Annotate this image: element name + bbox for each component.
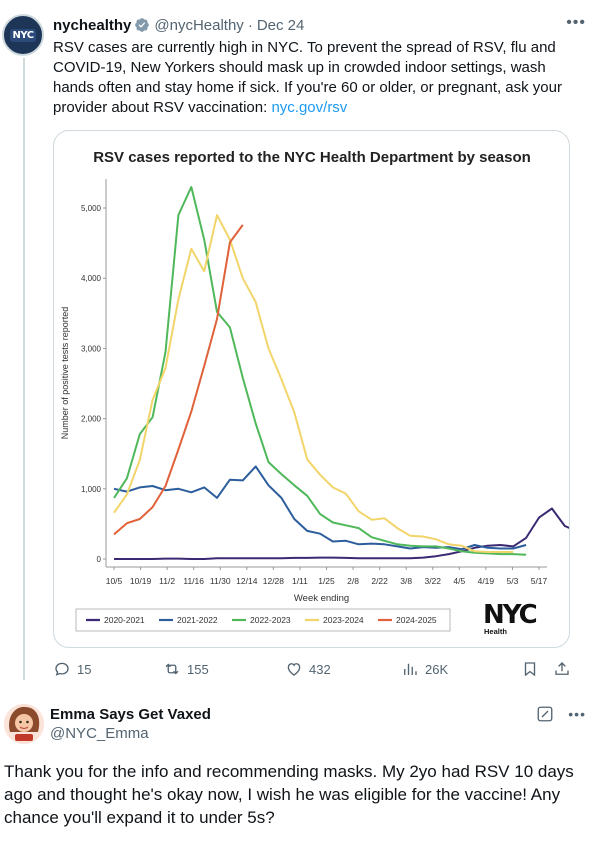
x-tick-label: 12/28 — [263, 576, 285, 586]
author-handle[interactable]: @nycHealthy — [154, 16, 244, 34]
reply-avatar[interactable] — [4, 704, 44, 744]
x-tick-label: 5/17 — [531, 576, 548, 586]
y-axis-label: Number of positive tests reported — [60, 307, 70, 440]
x-tick-label: 11/30 — [210, 576, 231, 586]
legend-label: 2021-2022 — [177, 615, 218, 625]
post-body: RSV cases are currently high in NYC. To … — [53, 39, 562, 116]
reply-author-handle[interactable]: @NYC_Emma — [50, 725, 149, 742]
rsv-link[interactable]: nyc.gov/rsv — [271, 99, 348, 116]
repost-icon — [165, 663, 179, 675]
views-chart-icon — [404, 663, 417, 675]
more-options-icon[interactable]: ••• — [566, 14, 586, 31]
x-tick-label: 2/22 — [371, 576, 388, 586]
x-tick-label: 12/14 — [236, 576, 258, 586]
x-tick-label: 10/19 — [130, 576, 152, 586]
x-tick-label: 1/25 — [318, 576, 335, 586]
like-count: 432 — [309, 661, 331, 677]
x-tick-label: 1/11 — [292, 576, 308, 586]
x-tick-label: 5/3 — [507, 576, 519, 586]
like-button[interactable]: 432 — [285, 660, 331, 678]
series-line-2023-2024 — [113, 214, 514, 553]
y-tick-label: 2,000 — [81, 415, 102, 424]
reply-button[interactable]: 15 — [53, 660, 91, 678]
series-line-2022-2023 — [113, 186, 527, 556]
x-tick-label: 11/2 — [159, 576, 175, 586]
y-tick-label: 1,000 — [81, 485, 102, 494]
post-text: RSV cases are currently high in NYC. To … — [53, 38, 583, 118]
rsv-chart: RSV cases reported to the NYC Health Dep… — [60, 149, 569, 636]
series-line-2024-2025 — [113, 224, 244, 536]
reply-text: Thank you for the info and recommending … — [4, 762, 574, 827]
reply-author-name[interactable]: Emma Says Get Vaxed — [50, 706, 211, 723]
x-tick-label: 4/5 — [453, 576, 465, 586]
x-tick-label: 3/8 — [400, 576, 412, 586]
share-button[interactable] — [553, 660, 571, 678]
nyc-health-logo: NYC — [483, 600, 537, 630]
nyc-health-logo-sub: Health — [484, 627, 507, 636]
chart-title: RSV cases reported to the NYC Health Dep… — [93, 149, 531, 166]
x-tick-label: 10/5 — [106, 576, 123, 586]
bookmark-icon — [524, 662, 536, 677]
y-tick-label: 3,000 — [81, 344, 102, 353]
post-actions: 15 155 432 26K — [53, 660, 583, 682]
legend-label: 2020-2021 — [104, 615, 145, 625]
x-tick-label: 3/22 — [424, 576, 441, 586]
x-tick-label: 4/19 — [478, 576, 495, 586]
more-options-icon[interactable]: ••• — [568, 706, 586, 722]
verified-badge-icon — [135, 18, 150, 32]
x-tick-label: 2/8 — [347, 576, 359, 586]
y-tick-label: 4,000 — [81, 274, 102, 283]
legend-label: 2024-2025 — [396, 615, 437, 625]
reply-header-icons: ••• — [536, 705, 586, 723]
legend-box — [75, 608, 451, 632]
post-header: nychealthy @nycHealthy · Dec 24 — [53, 15, 590, 35]
author-name[interactable]: nychealthy — [53, 16, 132, 34]
series-line-2021-2022 — [113, 465, 527, 551]
x-tick-label: 11/16 — [183, 576, 204, 586]
grok-icon[interactable] — [536, 705, 554, 723]
post-date[interactable]: Dec 24 — [256, 16, 305, 34]
thread-line — [23, 58, 25, 680]
avatar[interactable]: NYC — [2, 14, 44, 56]
reply-icon — [55, 662, 69, 676]
y-tick-label: 5,000 — [81, 204, 102, 213]
bookmark-button[interactable] — [521, 660, 539, 678]
repost-count: 155 — [187, 661, 209, 677]
x-axis-label: Week ending — [294, 593, 349, 604]
avatar-logo-text: NYC — [10, 28, 36, 42]
repost-button[interactable]: 155 — [163, 660, 209, 678]
reply-count: 15 — [77, 661, 92, 677]
views-button[interactable]: 26K — [401, 660, 448, 678]
share-icon — [555, 662, 569, 675]
view-count: 26K — [425, 661, 449, 677]
cartoon-avatar-icon — [4, 704, 44, 744]
chart-image[interactable]: RSV cases reported to the NYC Health Dep… — [53, 130, 570, 648]
y-tick-label: 0 — [97, 555, 102, 564]
dot-separator: · — [247, 16, 253, 34]
heart-icon — [287, 663, 301, 676]
legend-label: 2023-2024 — [323, 615, 364, 625]
series-line-2020-2021 — [114, 507, 569, 560]
legend-label: 2022-2023 — [250, 615, 291, 625]
